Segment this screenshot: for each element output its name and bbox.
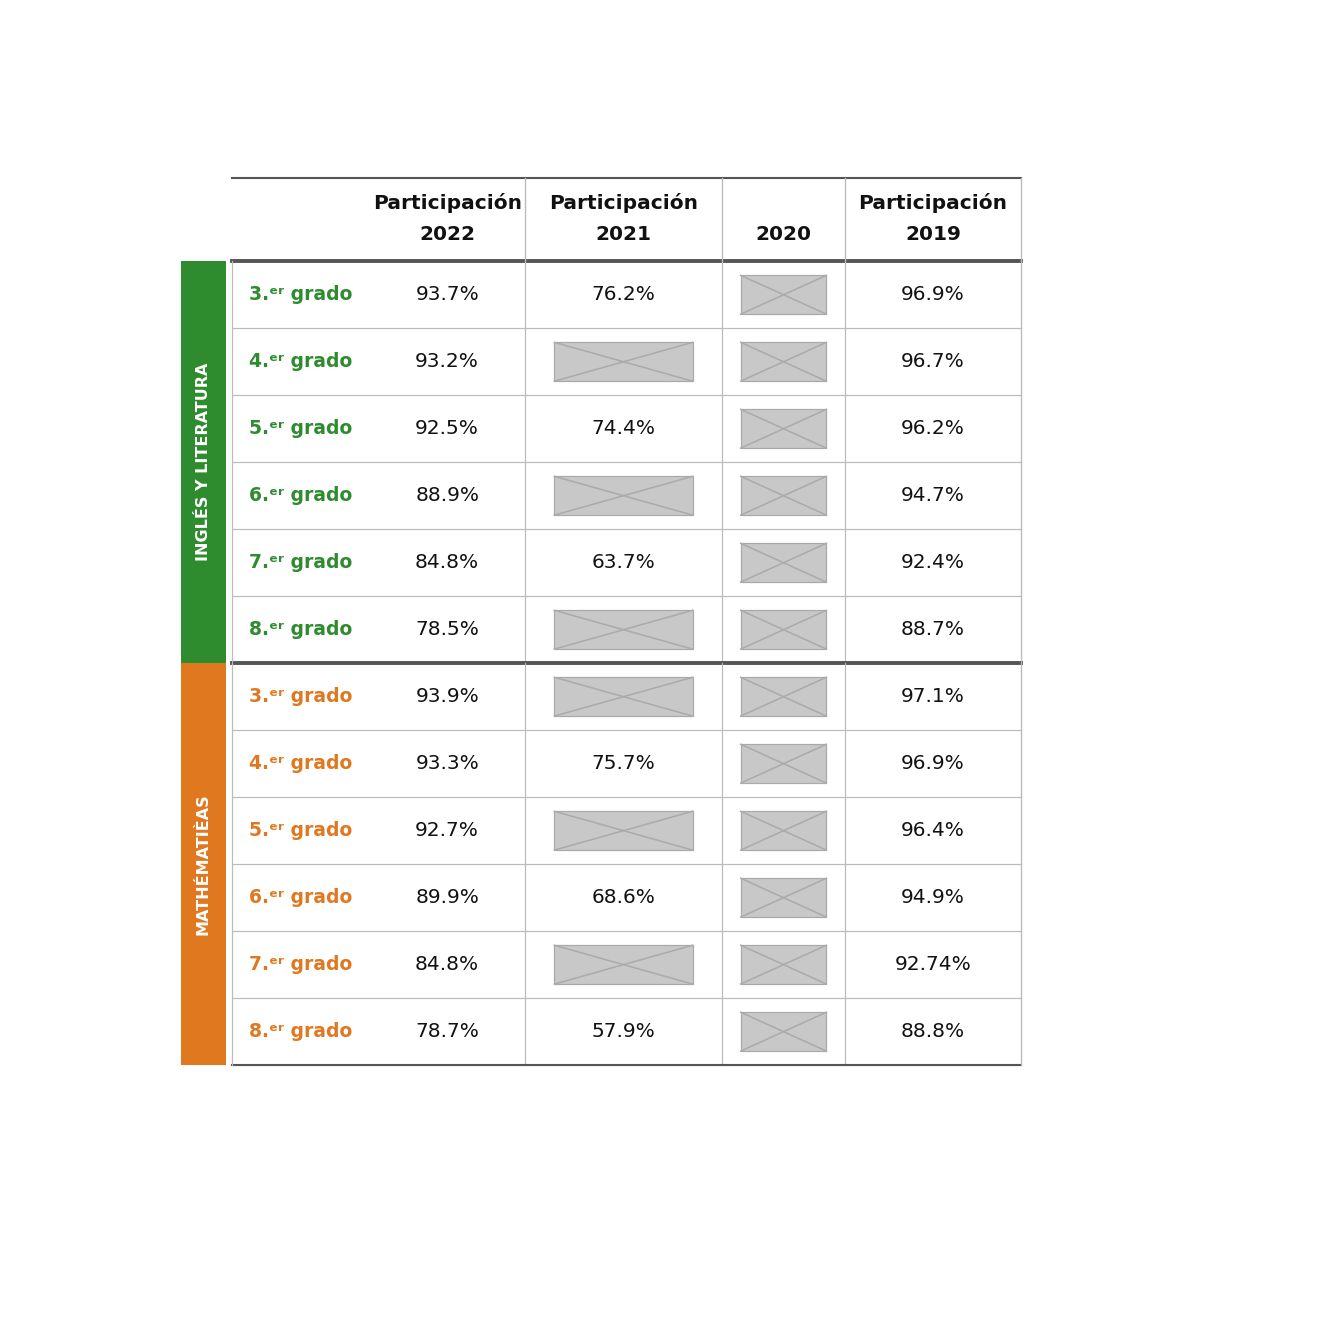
Text: 2019: 2019 (905, 226, 961, 244)
Bar (741, 610, 826, 649)
Bar (741, 544, 826, 582)
Text: 92.74%: 92.74% (894, 955, 972, 974)
Text: 4.ᵉʳ grado: 4.ᵉʳ grado (249, 352, 352, 371)
Bar (741, 410, 826, 449)
Bar (741, 477, 826, 516)
Text: 68.6%: 68.6% (592, 888, 656, 907)
Text: 4.ᵉʳ grado: 4.ᵉʳ grado (249, 755, 352, 774)
Bar (555, 610, 693, 649)
Text: 57.9%: 57.9% (592, 1022, 656, 1041)
Text: 92.7%: 92.7% (416, 821, 479, 841)
Bar (555, 945, 693, 984)
Bar (555, 811, 693, 850)
Text: 5.ᵉʳ grado: 5.ᵉʳ grado (249, 419, 352, 438)
Text: 96.9%: 96.9% (901, 755, 965, 774)
Bar (180, 262, 225, 663)
Text: 88.8%: 88.8% (901, 1022, 965, 1041)
Text: 78.7%: 78.7% (416, 1022, 479, 1041)
Text: 88.9%: 88.9% (415, 486, 479, 505)
Bar (741, 677, 826, 716)
Text: 94.7%: 94.7% (901, 486, 965, 505)
Text: 3.ᵉʳ grado: 3.ᵉʳ grado (249, 688, 352, 706)
Text: 5.ᵉʳ grado: 5.ᵉʳ grado (249, 821, 352, 841)
Text: 93.9%: 93.9% (416, 688, 479, 706)
Text: 89.9%: 89.9% (416, 888, 479, 907)
Text: 88.7%: 88.7% (901, 620, 965, 639)
Text: 7.ᵉʳ grado: 7.ᵉʳ grado (249, 553, 352, 572)
Bar (741, 878, 826, 917)
Bar (555, 677, 693, 716)
Text: 93.3%: 93.3% (416, 755, 479, 774)
Bar (555, 342, 693, 381)
Bar (555, 477, 693, 516)
Text: 96.7%: 96.7% (901, 352, 965, 371)
Text: 84.8%: 84.8% (415, 955, 480, 974)
Bar (741, 945, 826, 984)
Text: 2020: 2020 (756, 226, 812, 244)
Text: 96.4%: 96.4% (901, 821, 965, 841)
Text: Participación: Participación (549, 193, 698, 214)
Bar (741, 811, 826, 850)
Text: 8.ᵉʳ grado: 8.ᵉʳ grado (249, 1022, 352, 1041)
Text: 3.ᵉʳ grado: 3.ᵉʳ grado (249, 285, 352, 305)
Text: INGLÉS Y LITERATURA: INGLÉS Y LITERATURA (196, 363, 211, 561)
Text: 97.1%: 97.1% (901, 688, 965, 706)
Text: 63.7%: 63.7% (592, 553, 656, 572)
Text: 76.2%: 76.2% (592, 285, 656, 305)
Text: 93.2%: 93.2% (416, 352, 479, 371)
Text: 2022: 2022 (419, 226, 475, 244)
Text: 96.9%: 96.9% (901, 285, 965, 305)
Text: 7.ᵉʳ grado: 7.ᵉʳ grado (249, 955, 352, 974)
Bar (741, 275, 826, 314)
Text: 96.2%: 96.2% (901, 419, 965, 438)
Text: 6.ᵉʳ grado: 6.ᵉʳ grado (249, 486, 352, 505)
Bar (741, 1013, 826, 1052)
Text: 94.9%: 94.9% (901, 888, 965, 907)
Bar (741, 342, 826, 381)
Text: 78.5%: 78.5% (416, 620, 479, 639)
Text: 75.7%: 75.7% (592, 755, 656, 774)
Text: Participación: Participación (858, 193, 1008, 214)
Text: 8.ᵉʳ grado: 8.ᵉʳ grado (249, 620, 352, 639)
Text: 92.5%: 92.5% (416, 419, 479, 438)
Text: Participación: Participación (373, 193, 521, 214)
Bar (741, 744, 826, 783)
Text: 6.ᵉʳ grado: 6.ᵉʳ grado (249, 888, 352, 907)
Bar (180, 663, 225, 1065)
Text: 84.8%: 84.8% (415, 553, 480, 572)
Text: 74.4%: 74.4% (592, 419, 656, 438)
Text: 92.4%: 92.4% (901, 553, 965, 572)
Text: 2021: 2021 (596, 226, 652, 244)
Text: 93.7%: 93.7% (416, 285, 479, 305)
Text: MATHÉMATIÈAS: MATHÉMATIÈAS (196, 794, 211, 935)
